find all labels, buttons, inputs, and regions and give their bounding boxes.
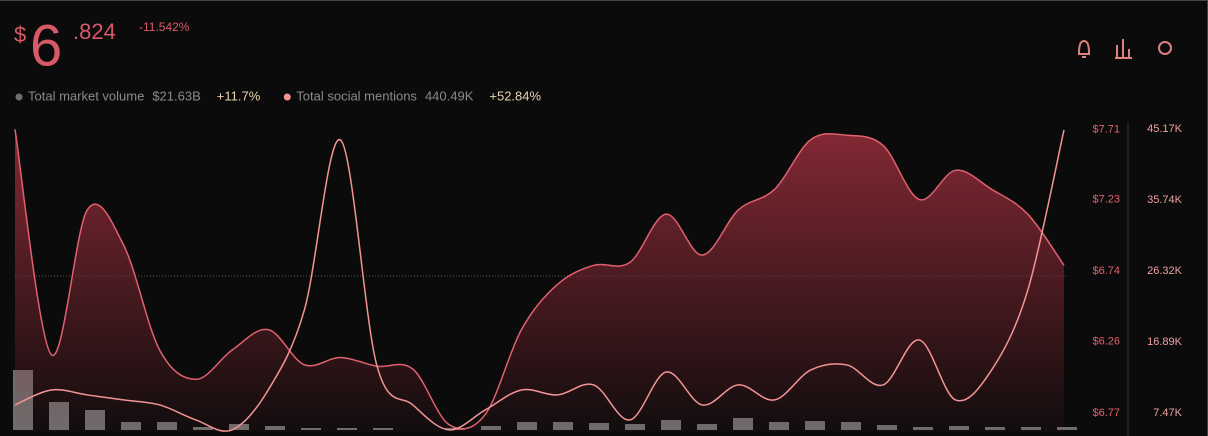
chart-icon[interactable] (1115, 39, 1132, 59)
legend-dot (283, 93, 291, 101)
legend-label: Total social mentions (296, 88, 417, 103)
price-line (14, 129, 1065, 430)
price-area (15, 129, 1064, 432)
share-icon[interactable] (1158, 41, 1172, 55)
toolbar (1078, 39, 1172, 59)
currency: $ (14, 22, 26, 47)
legend: Total market volume $21.63B +11.7% Total so… (15, 88, 541, 103)
y-tick-label: $6.26 (1092, 335, 1120, 347)
legend-total: $21.63B (152, 88, 200, 103)
y-tick-label: $7.71 (1092, 123, 1120, 135)
volume-bar (1057, 427, 1077, 430)
y2-tick-label: 26.32K (1147, 265, 1183, 277)
y2-tick-label: 7.47K (1153, 407, 1182, 419)
legend-dot (15, 93, 23, 101)
mentions-line (14, 129, 1065, 432)
legend-label: Total market volume (28, 88, 144, 103)
price-change: -11.542% (139, 20, 190, 34)
price-dec: .824 (73, 19, 116, 44)
y2-tick-label: 16.89K (1147, 336, 1183, 348)
y2-tick-label: 35.74K (1147, 194, 1183, 206)
y-tick-label: $7.23 (1092, 193, 1120, 205)
y2-tick-label: 45.17K (1147, 123, 1183, 135)
legend-total: 440.49K (425, 88, 474, 103)
legend-change: +52.84% (489, 88, 541, 103)
legend-change: +11.7% (217, 88, 261, 103)
y-tick-label: $6.74 (1092, 265, 1120, 277)
bell-icon[interactable] (1078, 39, 1090, 58)
y-tick-label: $6.77 (1092, 407, 1120, 419)
price-int: 6 (30, 13, 62, 78)
